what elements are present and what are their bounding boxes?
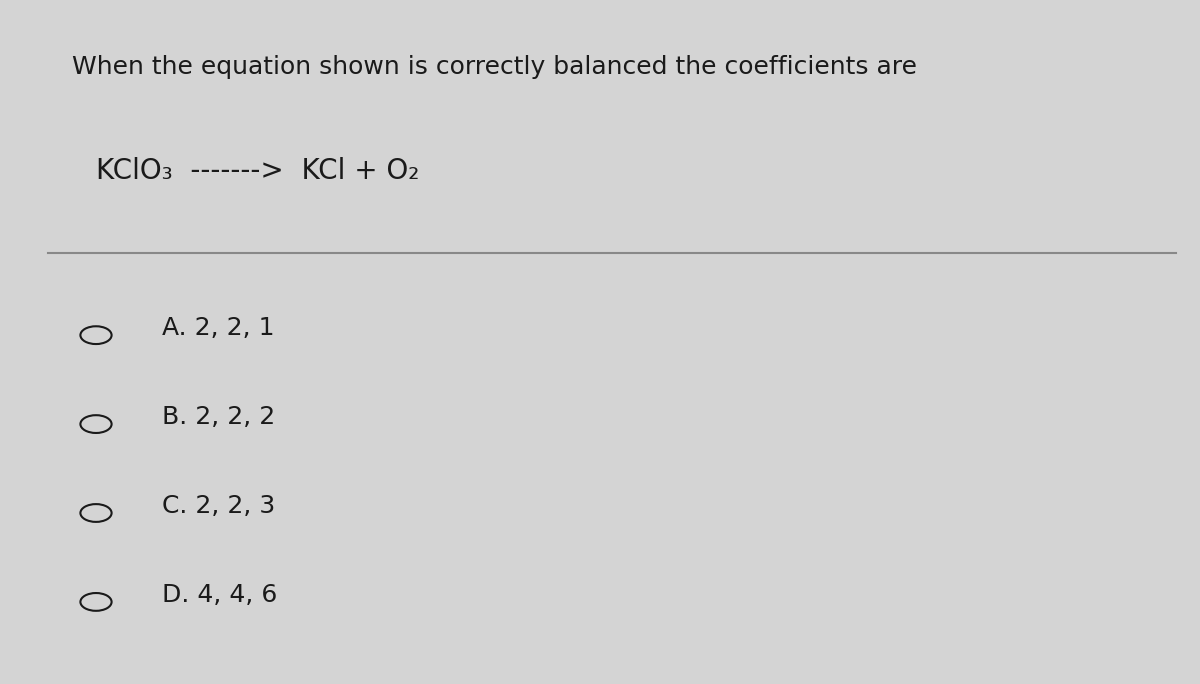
Text: B. 2, 2, 2: B. 2, 2, 2 (162, 405, 275, 430)
Text: C. 2, 2, 3: C. 2, 2, 3 (162, 494, 275, 518)
Text: When the equation shown is correctly balanced the coefficients are: When the equation shown is correctly bal… (72, 55, 917, 79)
Text: D. 4, 4, 6: D. 4, 4, 6 (162, 583, 277, 607)
Text: KClO₃  ------->  KCl + O₂: KClO₃ -------> KCl + O₂ (96, 157, 419, 185)
Text: A. 2, 2, 1: A. 2, 2, 1 (162, 316, 275, 341)
